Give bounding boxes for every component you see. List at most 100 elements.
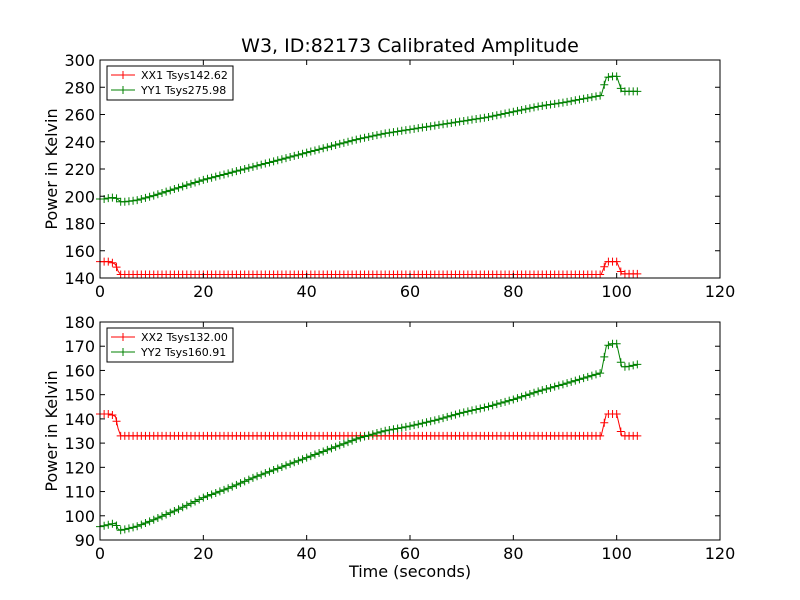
data-point — [104, 520, 113, 529]
data-point — [240, 165, 249, 173]
data-point — [439, 414, 448, 423]
data-point — [600, 418, 609, 427]
y-tick-label: 160 — [64, 361, 95, 380]
data-point — [104, 257, 113, 266]
data-point — [220, 485, 228, 494]
data-point — [339, 138, 348, 147]
data-point — [166, 508, 175, 517]
data-point — [600, 352, 609, 361]
data-point — [104, 194, 113, 203]
y-tick-label: 110 — [64, 483, 95, 502]
data-point — [133, 522, 142, 531]
data-point — [112, 417, 121, 426]
data-point — [558, 98, 567, 107]
data-point — [236, 479, 245, 488]
data-point — [261, 159, 270, 168]
x-tick-label: 120 — [705, 544, 736, 563]
data-point — [244, 163, 253, 172]
data-point — [401, 126, 410, 135]
data-point — [232, 167, 241, 176]
data-point — [414, 124, 423, 133]
data-point — [137, 520, 146, 529]
data-point — [228, 482, 237, 491]
data-point — [220, 170, 228, 179]
data-point — [310, 146, 319, 155]
data-point — [443, 412, 452, 421]
data-point — [302, 453, 311, 462]
x-tick-label: 60 — [400, 282, 420, 301]
y-tick-label: 130 — [64, 434, 95, 453]
data-point — [232, 480, 241, 489]
data-point — [587, 371, 596, 380]
data-point — [401, 422, 410, 431]
data-point — [550, 382, 559, 391]
x-tick-label: 80 — [503, 282, 523, 301]
data-point — [178, 182, 187, 191]
data-point — [625, 362, 634, 371]
x-tick-label: 100 — [601, 544, 632, 563]
data-point — [612, 339, 621, 348]
y-tick-label: 200 — [64, 187, 95, 206]
data-point — [616, 84, 625, 93]
data-point — [145, 517, 154, 526]
series-markers-1 — [96, 410, 642, 440]
data-point — [166, 186, 175, 195]
data-point — [509, 395, 518, 404]
data-point — [174, 505, 183, 514]
data-point — [269, 466, 278, 475]
data-point — [480, 403, 489, 412]
data-point — [542, 101, 551, 110]
legend-box — [106, 327, 234, 363]
data-point — [215, 171, 224, 180]
data-point — [451, 118, 460, 127]
data-point — [447, 118, 456, 127]
data-point — [538, 386, 547, 395]
data-point — [327, 444, 336, 453]
y-tick-label: 140 — [64, 410, 95, 429]
data-point — [178, 503, 187, 512]
data-point — [381, 426, 390, 435]
y-tick-label: 260 — [64, 106, 95, 125]
data-point — [422, 122, 431, 131]
data-point — [348, 136, 357, 145]
data-point — [575, 95, 584, 104]
data-point — [323, 143, 332, 152]
data-point — [604, 73, 613, 82]
x-tick-label: 40 — [296, 282, 316, 301]
data-point — [612, 257, 621, 266]
x-tick-label: 20 — [193, 544, 213, 563]
data-point — [472, 115, 481, 124]
data-point — [129, 523, 138, 532]
data-point — [463, 407, 472, 416]
data-point — [496, 398, 505, 407]
data-point — [257, 160, 266, 169]
data-point — [191, 497, 200, 506]
data-point — [158, 188, 166, 197]
data-point — [273, 464, 282, 473]
data-point — [558, 380, 567, 389]
data-point — [472, 405, 481, 414]
data-point — [575, 375, 584, 384]
data-point — [116, 526, 125, 535]
y-tick-label: 240 — [64, 133, 95, 152]
data-point — [282, 461, 290, 470]
data-point — [455, 117, 464, 126]
data-point — [112, 194, 121, 203]
data-point — [186, 179, 195, 188]
data-point — [476, 114, 485, 123]
data-point — [104, 410, 113, 419]
data-point — [120, 525, 129, 534]
data-point — [199, 493, 208, 502]
data-point — [331, 442, 340, 451]
data-point — [182, 181, 191, 190]
data-point — [629, 361, 638, 370]
series-markers-2 — [96, 339, 642, 535]
data-point — [455, 409, 464, 418]
data-point — [290, 458, 299, 467]
data-point — [616, 358, 625, 367]
data-point — [215, 487, 224, 496]
data-point — [323, 445, 332, 454]
figure-title: W3, ID:82173 Calibrated Amplitude — [241, 35, 579, 57]
y-tick-label: 90 — [75, 531, 95, 550]
